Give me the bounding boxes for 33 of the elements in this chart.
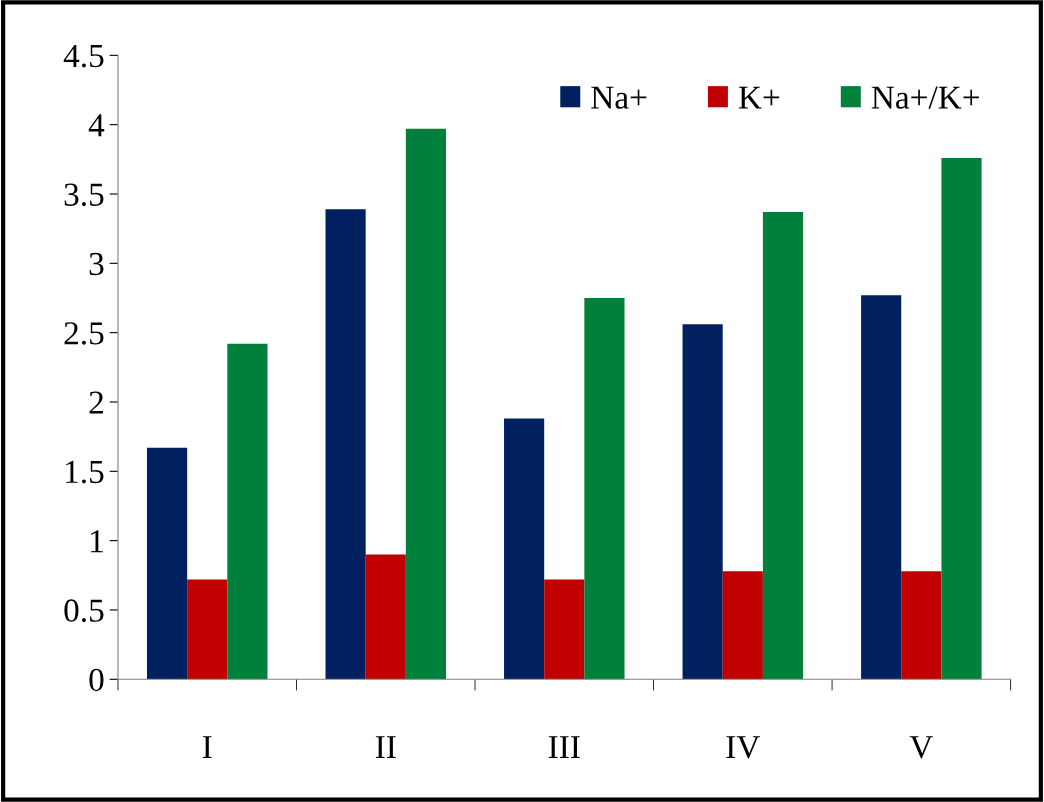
bar xyxy=(146,447,188,680)
legend-label: K+ xyxy=(738,86,780,109)
x-tick-label: II xyxy=(375,736,396,758)
bar xyxy=(941,157,982,680)
x-tick-label: IV xyxy=(726,736,761,759)
bar xyxy=(762,212,804,680)
bar xyxy=(682,324,723,680)
y-tick-label: 4 xyxy=(88,114,105,137)
y-tick-label: 3 xyxy=(89,252,104,276)
x-tick-label: III xyxy=(548,736,580,758)
y-tick-label: 4.5 xyxy=(63,44,104,68)
bar xyxy=(544,579,585,680)
x-tick-label: I xyxy=(202,736,212,758)
bar xyxy=(722,571,763,680)
bar xyxy=(325,209,366,680)
y-tick-label: 0.5 xyxy=(64,599,104,622)
bar xyxy=(504,418,545,680)
bar xyxy=(365,554,406,680)
y-tick-label: 3.5 xyxy=(64,183,104,207)
legend-label: Na+/K+ xyxy=(871,86,979,109)
y-tick-label: 2.5 xyxy=(64,322,104,345)
y-tick-label: 2 xyxy=(89,391,103,414)
y-tick-label: 1 xyxy=(91,530,103,553)
x-tick-label: V xyxy=(909,736,933,759)
bar xyxy=(901,571,942,680)
bar xyxy=(187,579,228,680)
y-tick-label: 0 xyxy=(89,668,104,692)
y-tick-label: 1.5 xyxy=(66,460,104,484)
legend-label: Na+ xyxy=(591,86,647,109)
bar xyxy=(227,343,268,680)
bar xyxy=(861,295,902,680)
bar xyxy=(584,297,625,680)
bar xyxy=(405,128,447,680)
